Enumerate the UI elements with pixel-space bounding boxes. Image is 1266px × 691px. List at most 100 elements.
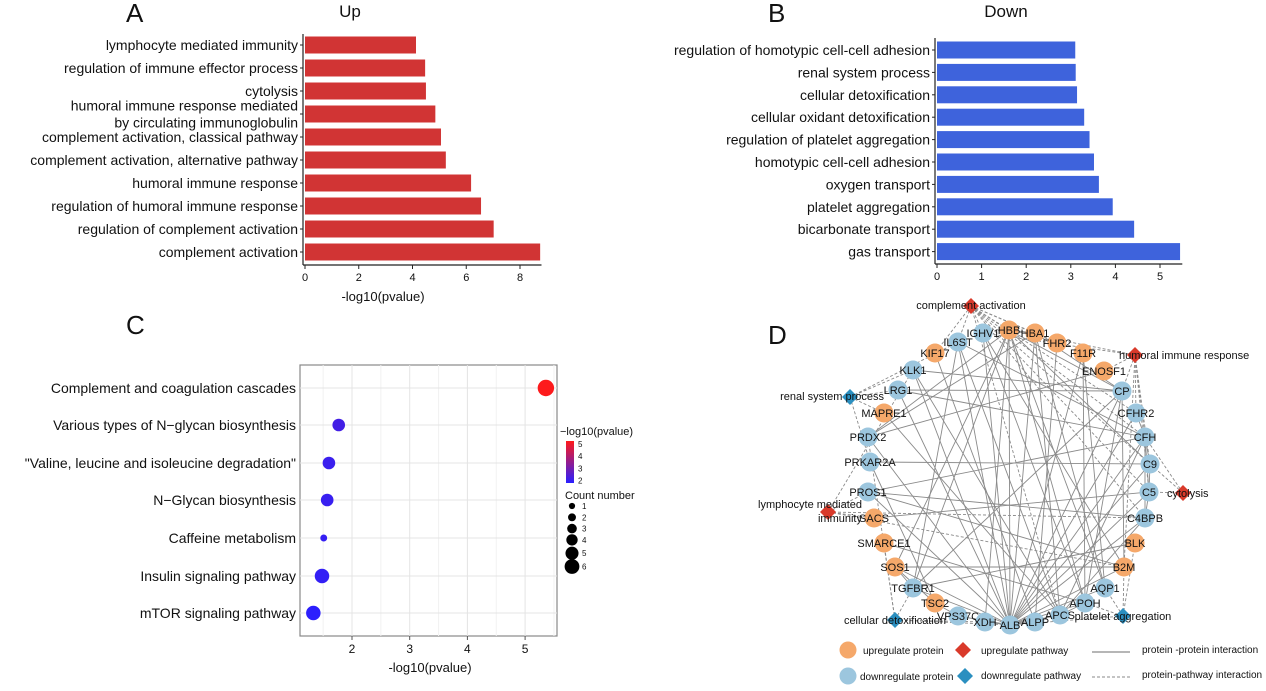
- protein-circle: [903, 578, 923, 598]
- bar: [305, 197, 482, 215]
- category-label: humoral immune response: [132, 175, 298, 191]
- ppi-edge: [982, 332, 1086, 604]
- pathway-edge: [970, 305, 1150, 493]
- pathway-label: "Valine, leucine and isoleucine degradat…: [25, 455, 296, 471]
- chart-d-network: complement activation humoral immune resp…: [758, 298, 1262, 685]
- pathway-label: N−Glycan biosynthesis: [153, 492, 296, 508]
- protein-label: IGHV1: [966, 328, 999, 340]
- protein-node: KIF17: [920, 343, 950, 363]
- legend-label: protein-pathway interaction: [1142, 670, 1262, 681]
- chart-title: Up: [339, 2, 361, 21]
- protein-node: TGFBR1: [891, 578, 935, 598]
- protein-node: SOS1: [880, 557, 910, 577]
- x-tick-label: 1: [979, 271, 985, 283]
- color-legend-title: −log10(pvalue): [560, 426, 633, 438]
- protein-label: PRKAR2A: [844, 457, 896, 469]
- bar: [305, 151, 446, 169]
- ppi-edge: [1034, 342, 1058, 623]
- pathway-edge: [1134, 354, 1150, 493]
- protein-label: C4BPB: [1127, 513, 1163, 525]
- color-legend-tick: 3: [578, 464, 583, 473]
- protein-node: CFHR2: [1118, 403, 1154, 423]
- pathway-node: platelet aggregation: [1075, 608, 1172, 624]
- protein-label: VPS37C: [937, 611, 979, 623]
- protein-node: ALPP: [1021, 612, 1049, 632]
- protein-node: SMARCE1: [857, 533, 911, 553]
- pathway-edge: [1134, 354, 1146, 438]
- ppi-edge: [982, 332, 1125, 568]
- pathway-diamond-icon: [1127, 347, 1143, 363]
- category-label: bicarbonate transport: [798, 221, 930, 237]
- data-point: [537, 379, 555, 397]
- panel-label-a: A: [126, 0, 144, 28]
- panel-label-b: B: [768, 0, 785, 28]
- bar: [305, 220, 494, 238]
- legend-label: upregulate protein: [863, 646, 944, 657]
- bar: [937, 198, 1113, 216]
- pathway-edge: [1144, 436, 1184, 494]
- size-legend-title: Count number: [565, 490, 635, 502]
- pathway-node: lymphocyte mediated immunity: [758, 499, 862, 525]
- protein-circle: [925, 593, 945, 613]
- pathway-node: cellular detoxification: [844, 612, 946, 628]
- bar: [305, 82, 426, 100]
- protein-node: B2M: [1113, 557, 1135, 577]
- protein-circle: [1050, 605, 1070, 625]
- bar: [305, 36, 416, 54]
- protein-node: C5: [1139, 482, 1159, 502]
- protein-label: SOS1: [880, 562, 909, 574]
- protein-node: HBA1: [1021, 323, 1049, 343]
- pathway-label: lymphocyte mediated immunity: [758, 499, 862, 525]
- protein-label: FHR2: [1043, 338, 1072, 350]
- ppi-edge: [1121, 390, 1125, 568]
- protein-label: APOH: [1069, 598, 1100, 610]
- category-label: oxygen transport: [826, 176, 930, 192]
- protein-circle: [975, 612, 995, 632]
- protein-node: LRG1: [884, 380, 912, 400]
- protein-node: APCS: [1045, 605, 1075, 625]
- ppi-edge: [912, 390, 1123, 589]
- protein-circle: [1000, 615, 1020, 635]
- protein-label: CP: [1114, 386, 1129, 398]
- pathway-edge: [849, 396, 871, 463]
- protein-circle: [1073, 343, 1093, 363]
- downregulate-pathway-icon: [957, 668, 973, 684]
- data-point: [322, 456, 336, 470]
- category-label: renal system process: [798, 64, 930, 80]
- pathway-diamond-icon: [820, 504, 836, 520]
- protein-circle: [860, 452, 880, 472]
- bar: [937, 86, 1078, 104]
- chart-b-down: Down regulation of homotypic cell-cell ad…: [674, 2, 1183, 283]
- pathway-diamond-icon: [963, 298, 979, 314]
- protein-node: IGHV1: [966, 323, 1000, 343]
- category-label: complement activation: [159, 244, 298, 260]
- x-tick-label: 2: [356, 272, 362, 284]
- pathway-node: renal system process: [780, 389, 884, 405]
- protein-node: HBB: [998, 320, 1021, 340]
- protein-label: XDH: [973, 617, 996, 629]
- protein-circle: [1112, 381, 1132, 401]
- protein-circle: [864, 508, 884, 528]
- protein-node: IL6ST: [943, 332, 973, 352]
- pathway-edge: [1123, 354, 1136, 568]
- pathway-edge: [849, 369, 914, 398]
- pathway-label: complement activation: [916, 300, 1025, 312]
- pathway-label: platelet aggregation: [1075, 611, 1172, 623]
- category-label: complement activation, classical pathway: [42, 129, 298, 145]
- ppi-edge: [1009, 412, 1137, 626]
- x-tick-label: 4: [409, 272, 415, 284]
- panel-label-d: D: [768, 320, 787, 350]
- category-label: homotypic cell-cell adhesion: [755, 154, 930, 170]
- x-tick-label: 8: [517, 272, 523, 284]
- protein-circle: [885, 557, 905, 577]
- ppi-edge: [897, 389, 1011, 626]
- pathway-label: Insulin signaling pathway: [140, 568, 296, 584]
- size-legend-dot: [564, 559, 580, 574]
- protein-label: SMARCE1: [857, 538, 910, 550]
- size-legend-dot: [568, 502, 576, 510]
- pathway-diamond-icon: [1175, 485, 1191, 501]
- protein-label: HBB: [998, 325, 1021, 337]
- category-label: humoral immune response mediated by circu…: [71, 98, 298, 131]
- pathway-diamond-icon: [887, 612, 903, 628]
- protein-circle: [1135, 508, 1155, 528]
